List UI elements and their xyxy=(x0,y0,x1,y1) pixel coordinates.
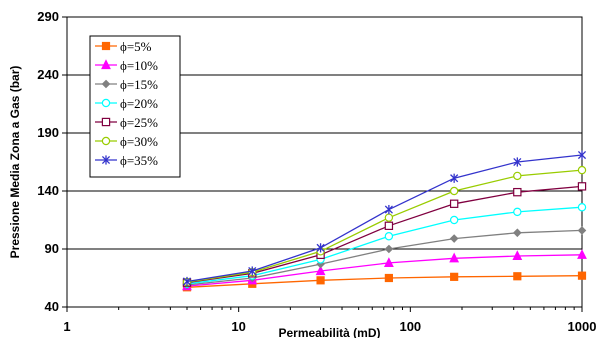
y-tick-label: 140 xyxy=(37,183,59,198)
x-tick-label: 10 xyxy=(231,319,245,334)
y-tick-label: 290 xyxy=(37,9,59,24)
legend-marker xyxy=(101,98,111,108)
x-tick-label: 1000 xyxy=(568,319,597,334)
legend-item: ϕ=15% xyxy=(95,77,158,92)
y-tick-label: 90 xyxy=(45,241,59,256)
data-point xyxy=(577,249,587,259)
data-point xyxy=(449,234,459,243)
series-5 xyxy=(182,182,587,287)
series-line xyxy=(186,154,583,283)
y-tick-label: 240 xyxy=(37,67,59,82)
y-axis-title: Pressione Media Zona a Gas (bar) xyxy=(8,66,22,259)
x-tick-label: 1 xyxy=(63,319,70,334)
data-point xyxy=(384,213,394,222)
data-point xyxy=(513,207,522,217)
legend-label: ϕ=30% xyxy=(120,134,158,149)
data-point xyxy=(513,157,522,167)
data-point xyxy=(577,271,587,280)
data-point xyxy=(449,252,460,263)
legend-label: ϕ=5% xyxy=(120,39,152,54)
plot-area-border xyxy=(66,16,583,308)
series-plot-area xyxy=(182,150,587,292)
data-point xyxy=(450,272,459,281)
data-point xyxy=(384,244,394,254)
legend-label: ϕ=25% xyxy=(120,115,158,130)
legend-item: ϕ=5% xyxy=(95,39,152,54)
series-line xyxy=(186,169,583,283)
data-point xyxy=(384,232,394,241)
data-point xyxy=(449,215,459,225)
legend-item: ϕ=20% xyxy=(95,96,158,111)
data-point xyxy=(577,150,587,160)
series-line xyxy=(186,254,583,287)
data-point xyxy=(383,257,394,268)
legend-label: ϕ=20% xyxy=(120,96,158,111)
legend-item: ϕ=25% xyxy=(95,115,158,130)
data-point xyxy=(512,250,523,261)
legend-marker xyxy=(101,117,111,127)
data-point xyxy=(577,226,587,235)
data-point xyxy=(316,243,325,253)
y-tick-label: 40 xyxy=(45,299,59,314)
legend-marker xyxy=(101,41,111,51)
data-point xyxy=(315,265,326,276)
series-3 xyxy=(182,226,587,290)
data-point xyxy=(450,173,459,183)
legend-label: ϕ=35% xyxy=(120,153,158,168)
x-tick-label: 100 xyxy=(399,319,421,334)
legend-marker xyxy=(101,136,111,146)
legend-item: ϕ=10% xyxy=(95,58,158,73)
legend: ϕ=5% ϕ=10% ϕ=15% ϕ=20% ϕ=25% ϕ=30% ϕ=35% xyxy=(89,35,181,178)
data-point xyxy=(384,273,393,283)
data-point xyxy=(513,228,522,238)
data-point xyxy=(577,182,587,191)
data-point xyxy=(577,165,587,175)
series-6 xyxy=(182,165,587,287)
data-point xyxy=(513,171,522,181)
data-point xyxy=(513,272,522,281)
legend-label: ϕ=10% xyxy=(120,58,158,73)
y-tick-label: 190 xyxy=(37,125,59,140)
series-line xyxy=(186,275,583,288)
legend-label: ϕ=15% xyxy=(120,77,158,92)
data-point xyxy=(513,187,522,197)
data-point xyxy=(248,266,257,276)
data-point xyxy=(449,199,459,208)
data-point xyxy=(449,186,459,196)
series-7 xyxy=(182,150,587,287)
legend-marker xyxy=(101,59,111,70)
legend-item: ϕ=30% xyxy=(95,134,158,149)
data-point xyxy=(577,203,587,212)
series-line xyxy=(186,185,583,284)
axes: 40 90 140 190 240 290 1 10 100 1000 xyxy=(37,9,596,334)
data-point xyxy=(182,276,192,287)
data-point xyxy=(384,221,394,230)
legend-marker xyxy=(101,79,111,89)
x-axis-title: Permeabilità (mD) xyxy=(278,326,380,338)
legend-marker xyxy=(101,155,111,165)
legend-item: ϕ=35% xyxy=(95,153,158,168)
data-point xyxy=(316,276,325,285)
data-point xyxy=(384,204,393,215)
